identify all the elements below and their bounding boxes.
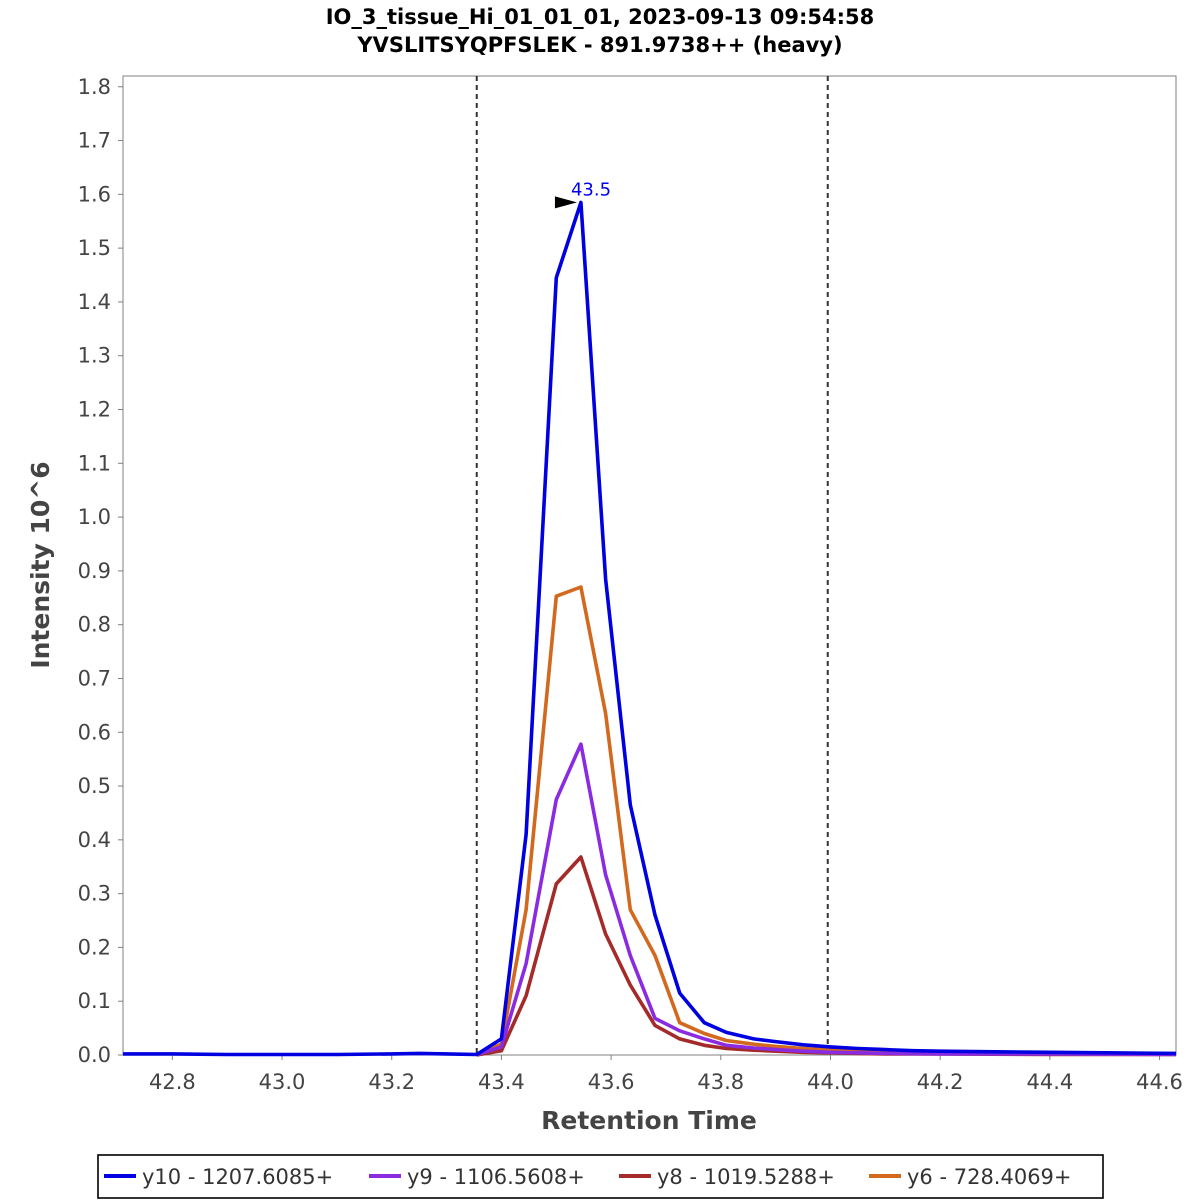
peak-annotation-group: 43.5: [554, 179, 611, 209]
legend: y10 - 1207.6085+ y9 - 1106.5608+ y8 - 1019…: [104, 1165, 1072, 1189]
x-axis: 42.8 43.0 43.2 43.4 43.6 43.8 44.0 44.2 44.4 44.6: [149, 1055, 1183, 1094]
peak-boundaries: [475, 76, 829, 1055]
y-tick-label: 0.7: [78, 666, 111, 690]
y-tick-label: 0.5: [78, 774, 111, 798]
legend-label: y10 - 1207.6085+: [142, 1165, 333, 1189]
y-tick-label: 0.3: [78, 882, 111, 906]
x-tick-label: 44.0: [807, 1070, 854, 1094]
x-tick-label: 43.8: [697, 1070, 744, 1094]
y-tick-label: 0.8: [78, 613, 111, 637]
y-tick-label: 1.7: [78, 129, 111, 153]
peak-marker-arrow: [554, 196, 577, 209]
y-tick-label: 1.8: [78, 75, 111, 99]
series-line: [123, 200, 1177, 1057]
plot-area: [122, 75, 1177, 1056]
legend-label: y6 - 728.4069+: [907, 1165, 1072, 1189]
y-tick-label: 0.2: [78, 935, 111, 959]
y-axis-label: Intensity 10^6: [26, 461, 55, 668]
y-tick-label: 0.1: [78, 989, 111, 1013]
y-tick-label: 0.9: [78, 559, 111, 583]
chart-subtitle: YVSLITSYQPFSLEK - 891.9738++ (heavy): [356, 33, 842, 57]
legend-label: y9 - 1106.5608+: [407, 1165, 585, 1189]
x-tick-label: 43.2: [368, 1070, 415, 1094]
y-tick-label: 1.4: [78, 290, 111, 314]
x-tick-label: 44.6: [1136, 1070, 1183, 1094]
peak-annotation-label: 43.5: [571, 179, 611, 200]
x-tick-label: 42.8: [149, 1070, 196, 1094]
x-tick-label: 43.4: [478, 1070, 525, 1094]
y-tick-label: 1.5: [78, 236, 111, 260]
legend-label: y8 - 1019.5288+: [657, 1165, 835, 1189]
y-tick-label: 0.4: [78, 828, 111, 852]
y-tick-label: 1.3: [78, 344, 111, 368]
y-tick-label: 0.6: [78, 720, 111, 744]
chart-title: IO_3_tissue_Hi_01_01_01, 2023-09-13 09:5…: [326, 5, 875, 29]
y-tick-label: 0.0: [78, 1043, 111, 1067]
y-tick-label: 1.1: [78, 451, 111, 475]
x-tick-label: 44.4: [1026, 1070, 1073, 1094]
x-tick-label: 43.0: [259, 1070, 306, 1094]
y-axis: 0.0 0.1 0.2 0.3 0.4 0.5 0.6 0.7 0.8 0.9 1.0 1.1 1.2 1…: [78, 75, 123, 1067]
y-tick-label: 1.6: [78, 182, 111, 206]
series-layer: [123, 200, 1177, 1057]
y-tick-label: 1.0: [78, 505, 111, 529]
legend-box: [97, 1154, 1104, 1199]
x-axis-label: Retention Time: [541, 1106, 757, 1135]
series-line: [476, 742, 1177, 1057]
y-tick-label: 1.2: [78, 398, 111, 422]
x-tick-label: 43.6: [588, 1070, 635, 1094]
x-tick-label: 44.2: [917, 1070, 964, 1094]
